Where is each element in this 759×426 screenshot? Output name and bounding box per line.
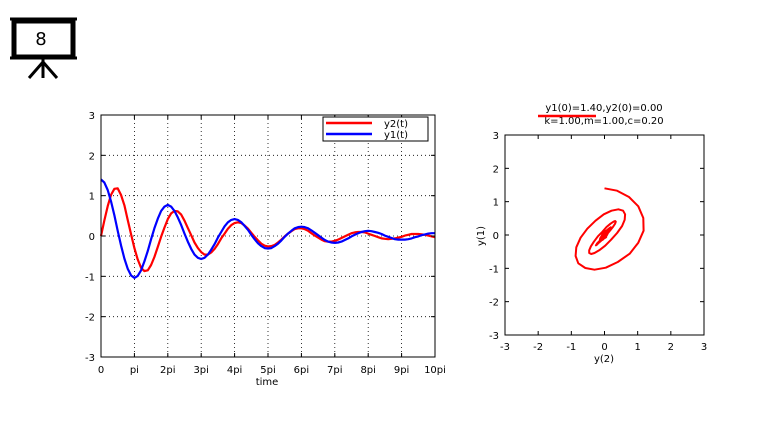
left-x-tick-label: 10pi [424,365,446,376]
left-x-tick-label: 2pi [160,365,176,376]
right-y-tick-label: -2 [489,298,499,309]
right-x-tick-label: 2 [668,342,674,353]
left-ticks: 0 pi 2pi 3pi 4pi 5pi 6pi 7pi 8pi 9pi 10pi -3 -2 -1 0 1 2… [85,111,446,376]
left-x-tick-label: 9pi [394,365,410,376]
time-series-chart: 0 pi 2pi 3pi 4pi 5pi 6pi 7pi 8pi 9pi 10pi -3 -2 -1 0 1 2… [85,111,446,388]
phase-plot-subtitle: k=1.00,m=1.00,c=0.20 [544,116,663,127]
left-x-tick-label: 5pi [260,365,276,376]
left-series-group [99,178,436,279]
phase-trajectory [574,187,645,271]
left-y-tick-label: 1 [89,192,95,203]
phase-series-group [574,187,645,271]
right-x-tick-label: -3 [500,342,510,353]
left-x-tick-label: 7pi [327,365,343,376]
left-y-tick-label: -1 [85,272,95,283]
stand-left-leg [27,61,45,79]
left-y-tick-label: 0 [89,232,95,243]
right-x-tick-label: -1 [566,342,576,353]
right-x-tick-label: -2 [533,342,543,353]
stand-right-leg [41,61,59,79]
left-x-tick-label: 0 [98,365,104,376]
right-y-tick-label: 0 [493,231,499,242]
right-ticks: -3 -2 -1 0 1 2 3 -3 -2 -1 0 1 2 3 [489,131,707,353]
left-y-tick-label: -2 [85,313,95,324]
right-y-tick-label: 3 [493,131,499,142]
slide-number-badge: 8 [35,29,46,50]
left-x-tick-label: 3pi [193,365,209,376]
right-x-axis-label: y(2) [594,354,614,365]
right-y-tick-label: 2 [493,164,499,175]
left-y-tick-label: 3 [89,111,95,122]
right-y-tick-label: 1 [493,198,499,209]
right-x-tick-label: 3 [701,342,707,353]
right-y-axis-label: y(1) [476,226,487,246]
right-y-tick-label: -3 [489,331,499,342]
right-y-tick-label: -1 [489,264,499,275]
legend-label-y1: y1(t) [384,130,408,141]
right-x-tick-label: 1 [634,342,640,353]
left-x-tick-label: 8pi [360,365,376,376]
series-line-y2(t) [99,187,436,273]
left-x-axis-label: time [256,377,279,388]
series-line-y1(t) [100,178,435,279]
legend: y2(t) y1(t) [322,116,429,142]
right-x-tick-label: 0 [601,342,607,353]
legend-box [322,116,429,142]
left-y-tick-label: -3 [85,353,95,364]
left-grid [101,115,435,357]
phase-plot-chart: y1(0)=1.40,y2(0)=0.00 k=1.00,m=1.00,c=0.… [476,103,707,365]
left-y-tick-label: 2 [89,151,95,162]
phase-plot-title: y1(0)=1.40,y2(0)=0.00 [545,103,662,114]
projector-screen-icon: 8 [10,17,77,79]
left-x-tick-label: pi [130,365,139,376]
left-x-tick-label: 4pi [227,365,243,376]
left-x-tick-label: 6pi [294,365,310,376]
legend-label-y2: y2(t) [384,119,408,130]
